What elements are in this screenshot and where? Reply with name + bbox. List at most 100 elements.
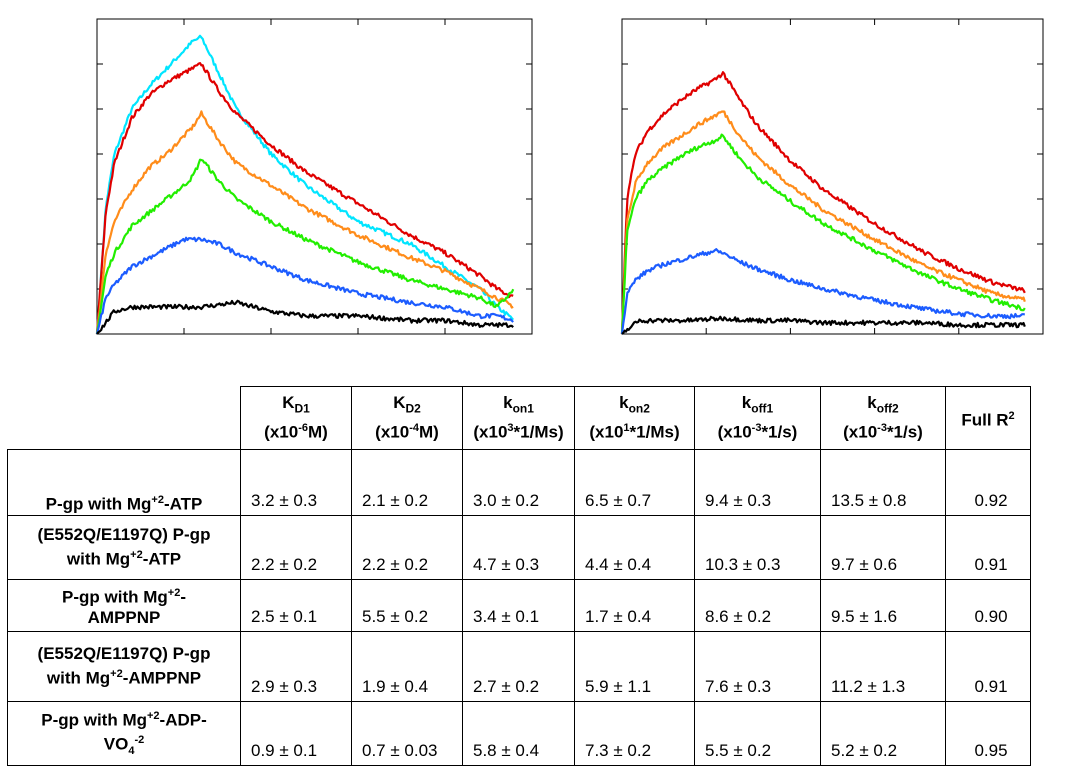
- value-cell: 9.4 ± 0.3: [694, 449, 821, 516]
- row-label-text: -ADP-: [159, 710, 207, 730]
- header-unit-prefix: (x10: [264, 423, 299, 443]
- row-label: (E552Q/E1197Q) P-gp with Mg+2-AMPPNP: [7, 631, 241, 702]
- row-label: P-gp with Mg+2- AMPPNP: [7, 579, 241, 632]
- row-label: P-gp with Mg+2-ADP- VO4-2: [7, 701, 241, 766]
- value-cell: 7.6 ± 0.3: [694, 631, 821, 702]
- row-label-subscript: 4: [128, 745, 135, 758]
- table-row: P-gp with Mg+2-ATP 3.2 ± 0.3 2.1 ± 0.2 3.0 …: [7, 449, 1031, 516]
- header-r2-label: Full R: [961, 410, 1009, 430]
- header-unit-exponent: -6: [298, 422, 308, 435]
- column-header: koff1 (x10-3*1/s): [694, 386, 821, 450]
- row-label-text: AMPPNP: [87, 607, 161, 627]
- header-subscript: D2: [405, 401, 421, 416]
- series-line: [620, 248, 1025, 335]
- header-unit-exponent: -3: [877, 422, 887, 435]
- header-symbol: K: [393, 392, 406, 412]
- value-cell: 2.7 ± 0.2: [462, 631, 575, 702]
- header-subscript: on1: [512, 401, 534, 416]
- header-unit-suffix: *1/Ms): [629, 423, 680, 443]
- header-subscript: D1: [294, 401, 310, 416]
- column-header: KD1 (x10-6M): [240, 386, 352, 450]
- value-cell: 4.4 ± 0.4: [574, 515, 695, 580]
- header-unit-suffix: M): [307, 423, 328, 443]
- value-cell: 5.8 ± 0.4: [462, 701, 575, 766]
- row-label-text: -: [180, 587, 186, 607]
- series-line: [620, 110, 1026, 335]
- header-unit-suffix: *1/Ms): [513, 423, 564, 443]
- charts-area: [95, 18, 1044, 335]
- header-unit-prefix: (x10: [843, 423, 878, 443]
- value-cell: 4.7 ± 0.3: [462, 515, 575, 580]
- row-label-text: P-gp with Mg: [62, 587, 168, 607]
- plot-frame: [96, 18, 533, 335]
- header-symbol: k: [503, 392, 513, 412]
- series-line: [620, 133, 1026, 335]
- series-line: [95, 34, 515, 335]
- row-label: (E552Q/E1197Q) P-gp with Mg+2-ATP: [7, 515, 241, 580]
- row-label-text: -AMPPNP: [122, 668, 202, 688]
- header-unit-suffix: *1/s): [886, 423, 923, 443]
- header-subscript: off1: [751, 401, 774, 416]
- row-label-superscript: +2: [110, 668, 123, 681]
- table-row: P-gp with Mg+2-ADP- VO4-2 0.9 ± 0.1 0.7 ± 0…: [7, 701, 1031, 766]
- value-cell: 5.5 ± 0.2: [351, 579, 463, 632]
- value-cell: 3.2 ± 0.3: [240, 449, 352, 516]
- r2-cell: 0.95: [945, 701, 1031, 766]
- table-header-row: KD1 (x10-6M) KD2 (x10-4M) kon1 (x103*1/Ms) kon…: [7, 386, 1031, 450]
- header-unit-prefix: (x10: [375, 423, 410, 443]
- series-line: [95, 61, 514, 335]
- header-symbol: k: [741, 392, 752, 412]
- value-cell: 8.6 ± 0.2: [694, 579, 821, 632]
- header-unit-suffix: M): [418, 423, 439, 443]
- row-label-text: with Mg: [66, 549, 131, 569]
- value-cell: 5.9 ± 1.1: [574, 631, 695, 702]
- series-line: [96, 299, 514, 335]
- value-cell: 2.5 ± 0.1: [240, 579, 352, 632]
- header-unit-exponent: 3: [507, 422, 514, 435]
- header-unit-exponent: 1: [623, 422, 630, 435]
- header-unit-suffix: *1/s): [761, 423, 798, 443]
- column-header: kon1 (x103*1/Ms): [462, 386, 575, 450]
- series-line: [620, 71, 1026, 335]
- value-cell: 0.9 ± 0.1: [240, 701, 352, 766]
- value-cell: 2.2 ± 0.2: [240, 515, 352, 580]
- value-cell: 5.5 ± 0.2: [694, 701, 821, 766]
- header-symbol: k: [619, 392, 629, 412]
- value-cell: 2.9 ± 0.3: [240, 631, 352, 702]
- header-unit-prefix: (x10: [473, 423, 508, 443]
- series-line: [95, 236, 514, 335]
- plot-frame: [621, 18, 1044, 335]
- series-line: [621, 315, 1026, 335]
- value-cell: 11.2 ± 1.3: [820, 631, 946, 702]
- value-cell: 9.5 ± 1.6: [820, 579, 946, 632]
- value-cell: 6.5 ± 0.7: [574, 449, 695, 516]
- column-header: kon2 (x101*1/Ms): [574, 386, 695, 450]
- value-cell: 10.3 ± 0.3: [694, 515, 821, 580]
- r2-cell: 0.91: [945, 631, 1031, 702]
- r2-cell: 0.90: [945, 579, 1031, 632]
- value-cell: 3.0 ± 0.2: [462, 449, 575, 516]
- header-subscript: on2: [628, 401, 650, 416]
- table-corner-cell: [7, 386, 241, 450]
- row-label-superscript: +2: [147, 709, 160, 722]
- row-label-text: P-gp with Mg: [45, 495, 152, 514]
- column-header: KD2 (x10-4M): [351, 386, 463, 450]
- r2-cell: 0.92: [945, 449, 1031, 516]
- column-header-r2: Full R2: [945, 386, 1031, 450]
- value-cell: 13.5 ± 0.8: [820, 449, 946, 516]
- value-cell: 9.7 ± 0.6: [820, 515, 946, 580]
- row-label: P-gp with Mg+2-ATP: [7, 449, 241, 516]
- value-cell: 7.3 ± 0.2: [574, 701, 695, 766]
- row-label-text: VO: [103, 734, 129, 754]
- row-label-text: P-gp with Mg: [41, 710, 147, 730]
- table-row: (E552Q/E1197Q) P-gp with Mg+2-ATP 2.2 ± 0.…: [7, 515, 1031, 580]
- column-header: koff2 (x10-3*1/s): [820, 386, 946, 450]
- value-cell: 1.9 ± 0.4: [351, 631, 463, 702]
- header-symbol: k: [867, 392, 877, 412]
- row-label-superscript: +2: [167, 587, 181, 600]
- header-unit-exponent: -4: [409, 422, 419, 435]
- row-label-superscript: +2: [130, 549, 143, 562]
- value-cell: 5.2 ± 0.2: [820, 701, 946, 766]
- row-label-superscript: -2: [134, 734, 145, 747]
- row-label-text: with Mg: [46, 668, 111, 688]
